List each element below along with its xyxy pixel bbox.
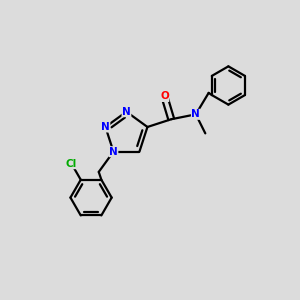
- Text: N: N: [122, 107, 131, 117]
- Text: N: N: [109, 147, 118, 157]
- Text: Cl: Cl: [66, 159, 77, 169]
- Text: O: O: [160, 92, 169, 101]
- Text: N: N: [191, 109, 200, 119]
- Text: N: N: [101, 122, 110, 132]
